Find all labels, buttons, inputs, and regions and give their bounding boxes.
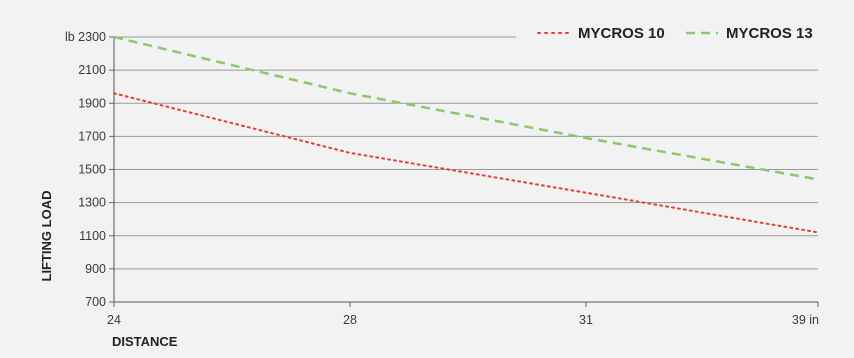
y-axis-ticks: lb 2300 2100 1900 1700 1500 1300 1100 900 700	[65, 30, 114, 309]
x-tick-label: 28	[343, 313, 357, 327]
x-tick-label: 39 in	[792, 313, 819, 327]
x-tick-label: 31	[579, 313, 593, 327]
y-tick-label: 1100	[79, 229, 106, 243]
x-axis-title: DISTANCE	[112, 334, 178, 349]
x-axis-ticks: 24 28 31 39 in	[107, 302, 819, 327]
series-line-1	[113, 92, 819, 234]
y-tick-label: 700	[85, 295, 106, 309]
y-tick-label: 1300	[78, 196, 106, 210]
y-tick-label: 900	[85, 262, 106, 276]
series-lines	[113, 35, 819, 234]
legend-label-1: MYCROS 10	[578, 25, 665, 42]
series-line-2	[113, 35, 819, 181]
y-axis-title: LIFTING LOAD	[39, 191, 54, 282]
axes	[113, 37, 818, 303]
gridlines	[114, 36, 818, 270]
legend: MYCROS 10 MYCROS 13	[537, 25, 813, 42]
y-tick-label: 1700	[78, 129, 106, 143]
legend-label-2: MYCROS 13	[726, 25, 813, 42]
y-tick-label: 1500	[78, 163, 106, 177]
x-tick-label: 24	[107, 313, 121, 327]
y-tick-label: 2100	[78, 63, 106, 77]
y-tick-label: lb 2300	[65, 30, 106, 44]
y-tick-label: 1900	[78, 96, 106, 110]
